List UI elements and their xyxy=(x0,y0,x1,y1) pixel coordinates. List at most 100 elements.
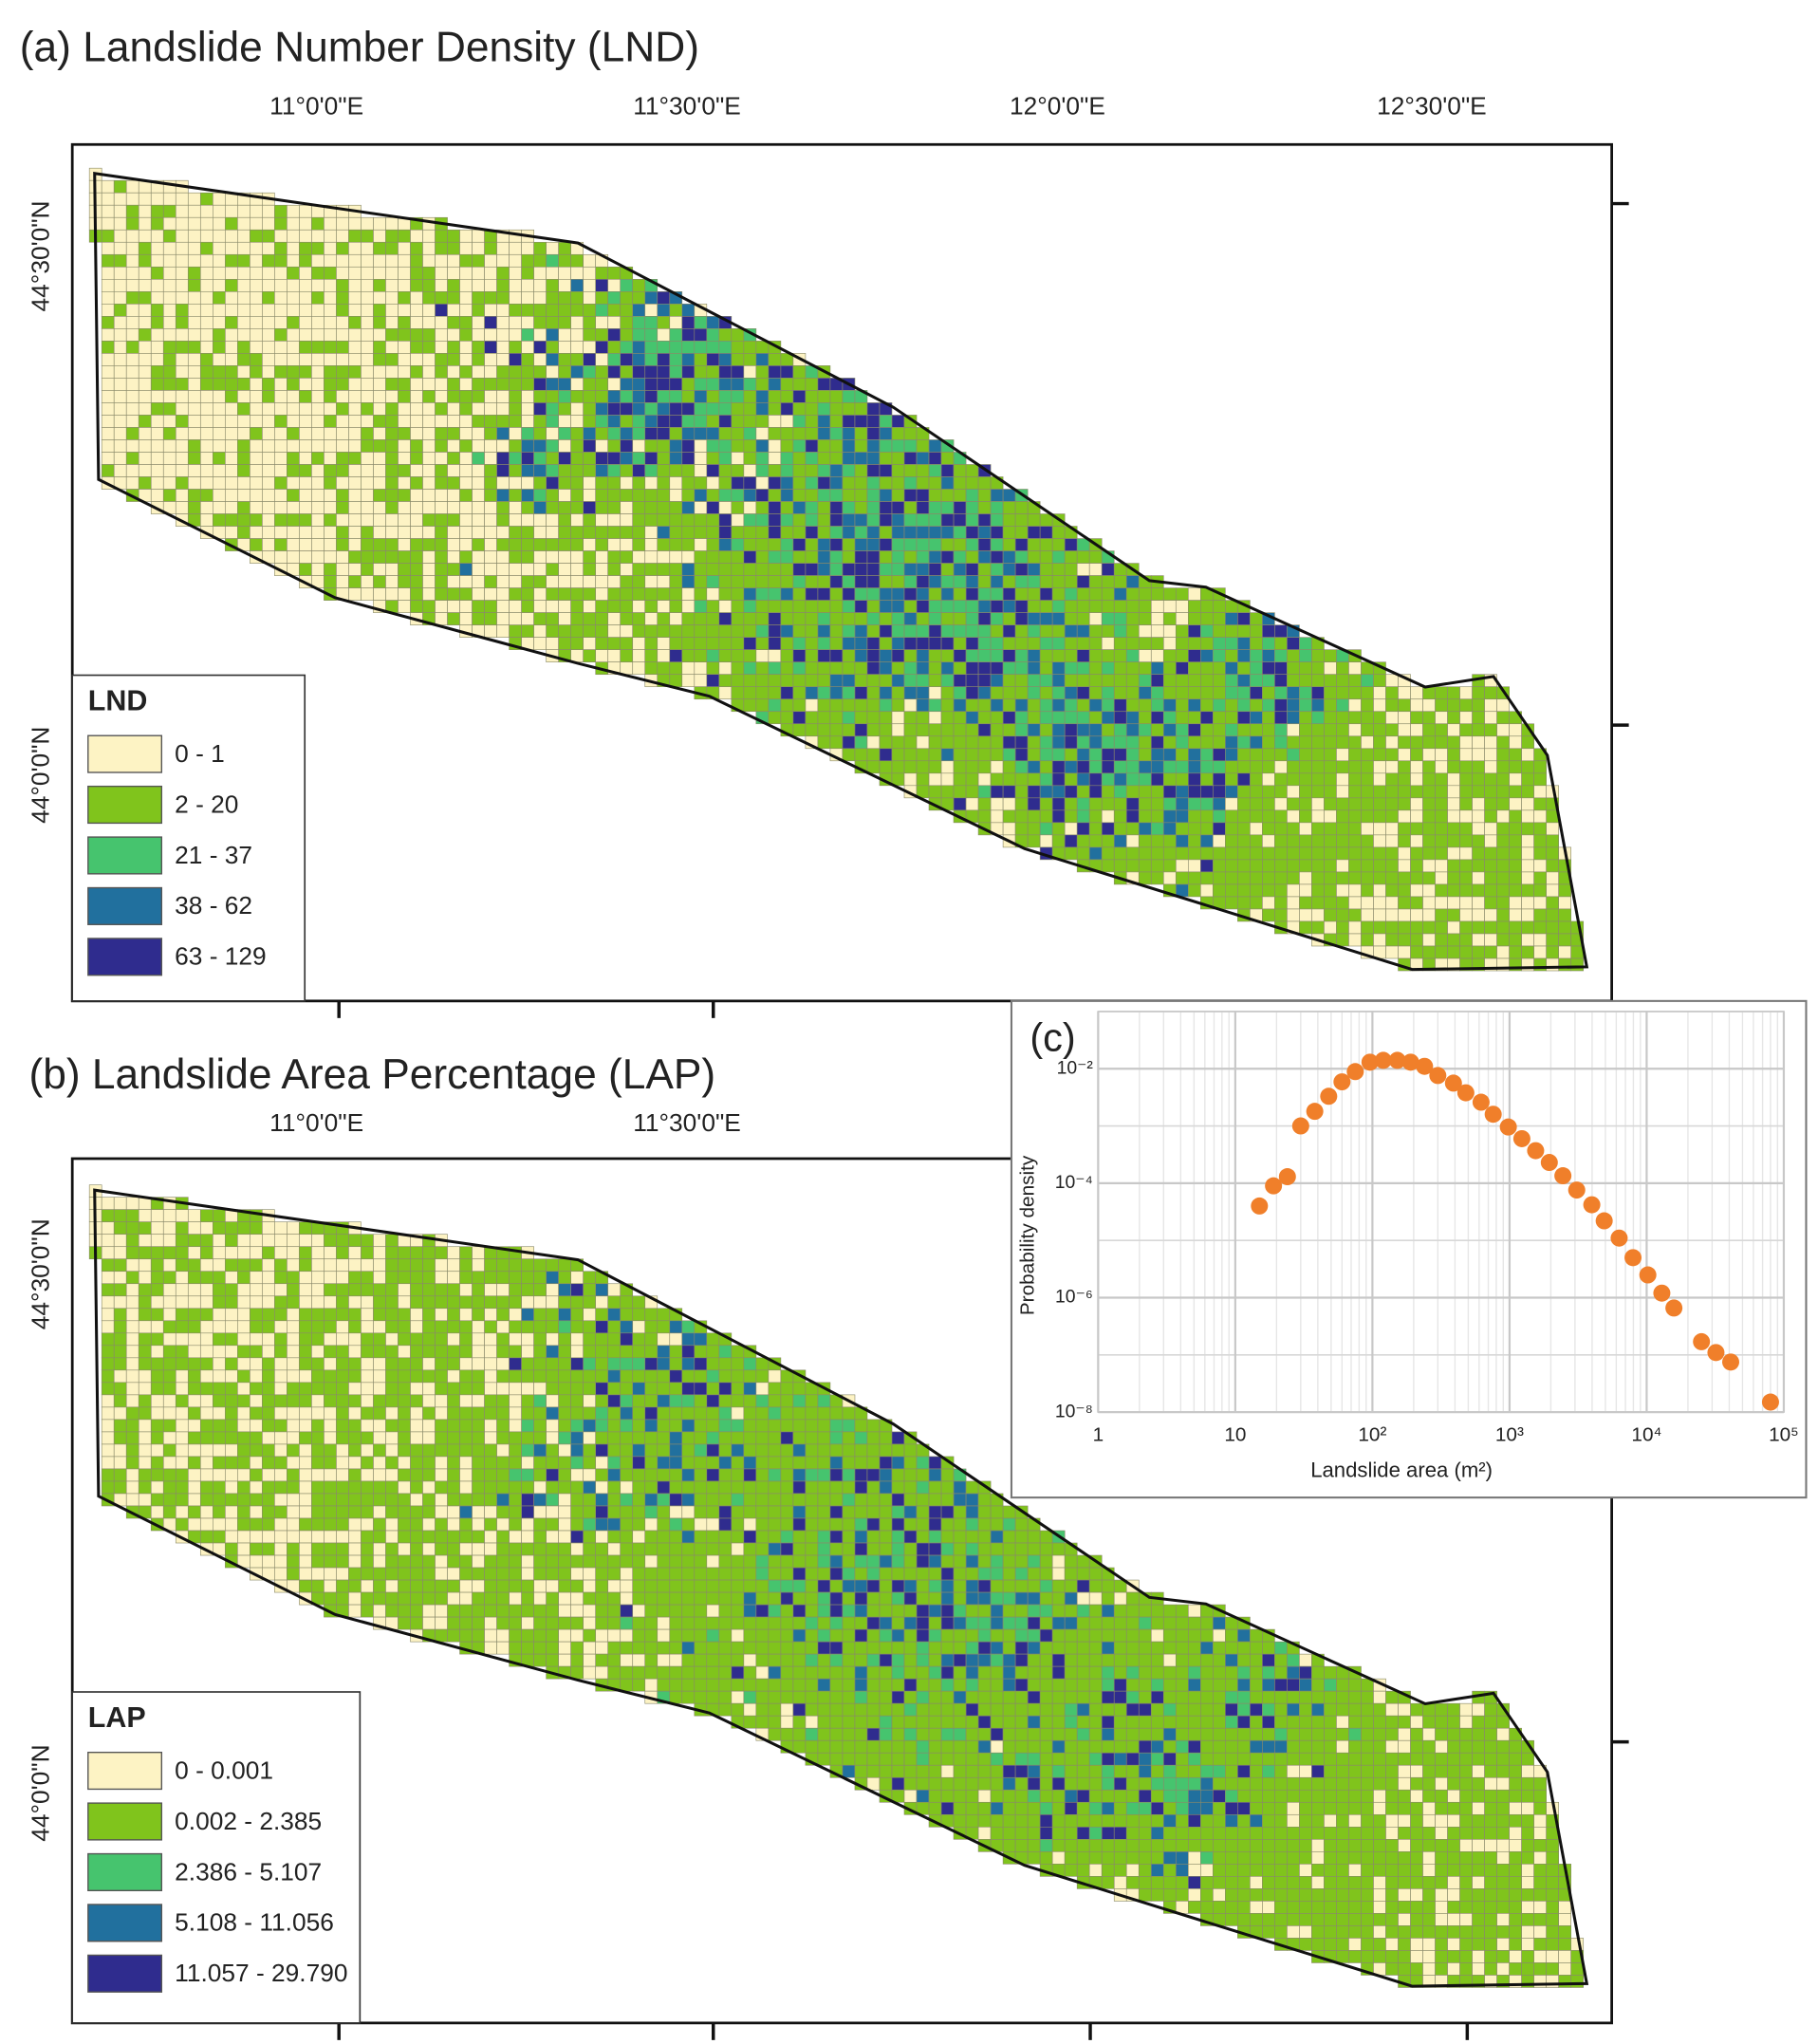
grid-cell xyxy=(657,1493,671,1507)
grid-cell xyxy=(410,365,423,379)
grid-cell xyxy=(1324,698,1337,713)
grid-cell xyxy=(595,415,609,428)
grid-cell xyxy=(385,1308,399,1322)
grid-cell xyxy=(324,304,337,317)
grid-cell xyxy=(1496,711,1510,725)
grid-cell xyxy=(657,1357,671,1371)
grid-cell xyxy=(718,637,733,650)
grid-cell xyxy=(817,476,831,490)
grid-cell xyxy=(262,402,275,416)
grid-cell xyxy=(509,1394,522,1408)
grid-cell xyxy=(373,563,386,576)
grid-cell xyxy=(854,415,868,428)
grid-cell xyxy=(1311,920,1325,935)
grid-cell xyxy=(435,1258,448,1273)
grid-cell xyxy=(1014,1530,1029,1544)
grid-cell xyxy=(1076,711,1090,725)
grid-cell xyxy=(496,526,510,539)
grid-cell xyxy=(990,526,1004,539)
grid-cell xyxy=(694,1530,708,1544)
grid-cell xyxy=(299,1480,312,1495)
grid-cell xyxy=(718,649,733,663)
grid-cell xyxy=(694,1406,708,1421)
grid-cell xyxy=(398,1480,411,1495)
grid-cell xyxy=(718,575,733,588)
grid-cell xyxy=(533,316,547,329)
grid-cell xyxy=(1064,661,1078,676)
grid-cell xyxy=(125,316,139,329)
grid-cell xyxy=(768,390,782,403)
grid-cell xyxy=(792,439,807,453)
grid-cell xyxy=(1348,698,1362,713)
grid-cell xyxy=(694,661,708,676)
grid-cell xyxy=(1150,797,1164,811)
grid-cell xyxy=(138,216,152,231)
grid-cell xyxy=(398,563,411,576)
grid-cell xyxy=(484,1295,497,1310)
grid-cell xyxy=(595,1394,609,1408)
grid-cell xyxy=(1076,624,1090,638)
grid-cell xyxy=(607,1542,621,1556)
grid-cell xyxy=(583,563,597,576)
grid-cell xyxy=(521,1530,534,1544)
grid-cell xyxy=(472,253,485,268)
grid-cell xyxy=(1138,822,1152,836)
grid-cell xyxy=(1472,735,1485,750)
grid-cell xyxy=(262,304,275,317)
grid-cell xyxy=(138,1382,152,1396)
grid-cell xyxy=(644,612,659,625)
grid-cell xyxy=(866,1419,881,1433)
grid-cell xyxy=(854,661,868,676)
grid-cell xyxy=(521,538,534,551)
grid-cell xyxy=(410,328,423,342)
grid-cell xyxy=(1027,600,1041,613)
grid-cell xyxy=(755,415,770,428)
grid-cell xyxy=(681,550,696,564)
grid-cell xyxy=(472,1308,485,1322)
grid-cell xyxy=(546,1369,559,1384)
grid-cell xyxy=(657,464,671,477)
grid-cell xyxy=(385,328,399,342)
grid-cell xyxy=(1187,809,1201,824)
grid-cell xyxy=(1361,748,1374,762)
grid-cell xyxy=(138,1234,152,1248)
grid-cell xyxy=(484,600,497,613)
grid-cell xyxy=(1398,908,1411,922)
grid-cell xyxy=(1324,661,1337,676)
grid-cell xyxy=(842,587,856,601)
grid-cell xyxy=(583,291,597,305)
grid-cell xyxy=(472,415,485,428)
grid-cell xyxy=(1348,686,1362,700)
grid-cell xyxy=(1262,772,1275,787)
grid-cell xyxy=(940,452,955,465)
grid-cell xyxy=(903,489,918,502)
grid-cell xyxy=(620,637,634,650)
grid-cell xyxy=(620,304,634,317)
grid-cell xyxy=(990,661,1004,676)
grid-cell xyxy=(299,402,312,416)
grid-cell xyxy=(928,723,942,737)
grid-cell xyxy=(101,1320,115,1334)
grid-cell xyxy=(187,378,201,391)
grid-cell xyxy=(113,1456,127,1470)
grid-cell xyxy=(743,1443,757,1458)
grid-cell xyxy=(1039,686,1053,700)
grid-cell xyxy=(879,489,893,502)
grid-cell xyxy=(237,1295,250,1310)
grid-cell xyxy=(965,1530,979,1544)
grid-cell xyxy=(299,1456,312,1470)
grid-cell xyxy=(607,1406,621,1421)
grid-cell xyxy=(595,278,609,292)
grid-cell xyxy=(1064,797,1078,811)
grid-cell xyxy=(496,1493,510,1507)
grid-cell xyxy=(928,760,942,774)
grid-cell xyxy=(829,550,844,564)
grid-cell xyxy=(632,439,646,453)
grid-cell xyxy=(965,563,979,576)
grid-cell xyxy=(1014,760,1029,774)
grid-cell xyxy=(250,1431,263,1445)
grid-cell xyxy=(866,600,881,613)
grid-cell xyxy=(410,1468,423,1482)
grid-cell xyxy=(1076,772,1090,787)
grid-cell xyxy=(570,1554,584,1569)
